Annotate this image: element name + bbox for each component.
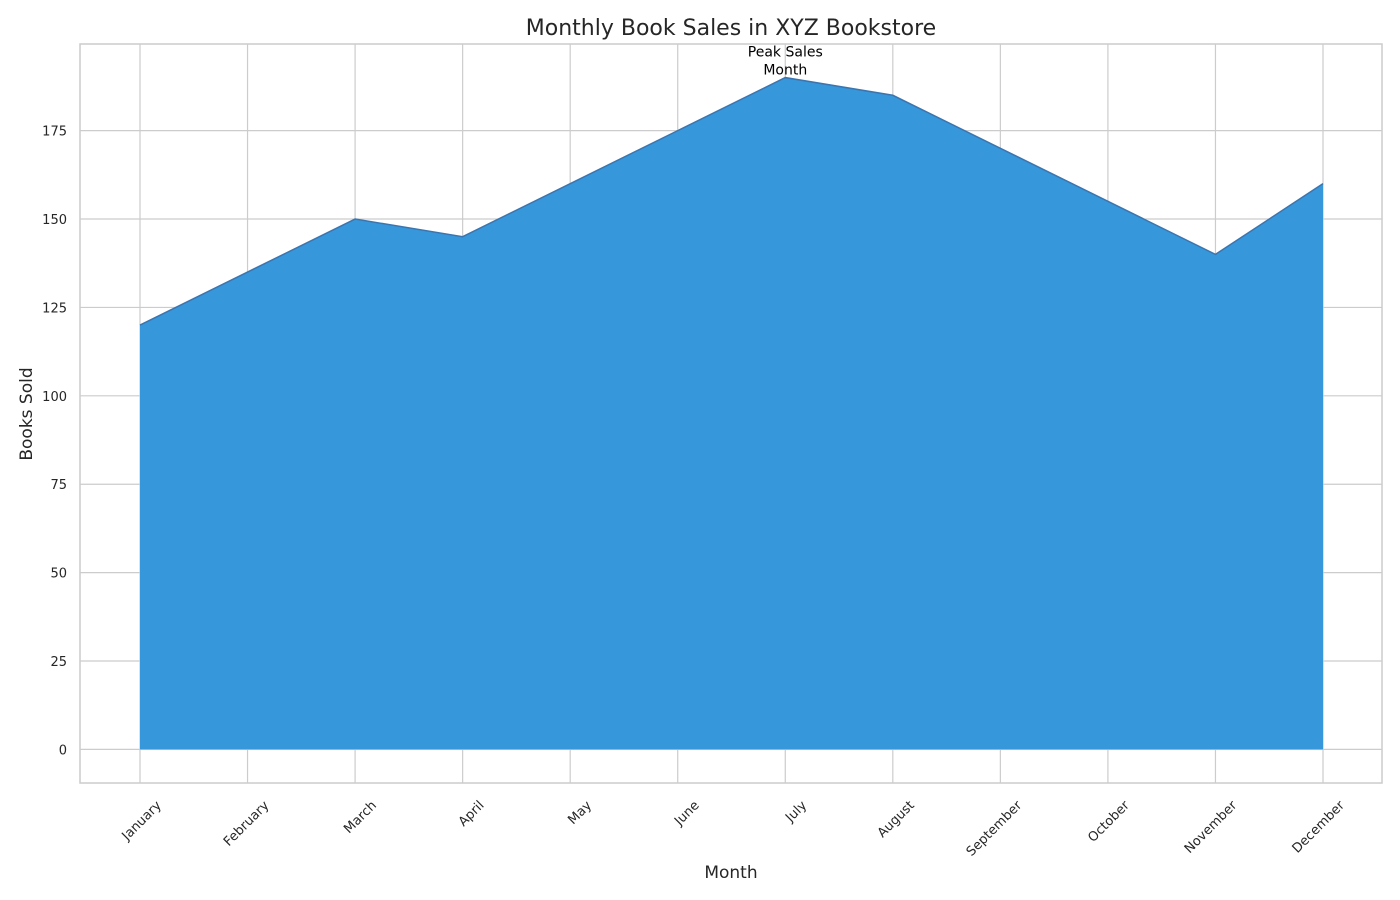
x-tick-label: October [1085, 798, 1133, 846]
x-tick-label: February [221, 798, 273, 850]
x-tick-label: June [671, 798, 702, 829]
y-axis-label: Books Sold [17, 367, 37, 460]
area-series [139, 76, 1324, 750]
x-axis-label: Month [704, 863, 757, 883]
y-tick-label: 50 [50, 567, 67, 582]
y-tick-label: 175 [42, 125, 67, 140]
annotation-line-2: Month [763, 63, 807, 79]
annotation-line-1: Peak Sales [748, 45, 823, 61]
x-tick-label: September [964, 798, 1026, 860]
x-axis-ticks: January February March April May June July Augu… [119, 798, 1349, 860]
y-tick-label: 150 [42, 213, 67, 228]
y-tick-label: 75 [50, 478, 67, 493]
x-tick-label: January [119, 798, 165, 844]
x-tick-label: December [1290, 798, 1349, 857]
y-tick-label: 100 [42, 390, 67, 405]
x-tick-label: November [1182, 798, 1241, 857]
y-tick-label: 25 [50, 655, 67, 670]
x-tick-label: July [782, 798, 810, 826]
area-fill [140, 77, 1323, 750]
y-axis-ticks: 0 25 50 75 100 125 150 175 [42, 125, 67, 759]
x-tick-label: March [341, 798, 380, 837]
chart-title: Monthly Book Sales in XYZ Bookstore [526, 16, 936, 41]
plot-frame [79, 43, 1383, 784]
x-tick-label: April [456, 798, 488, 830]
area-line [139, 76, 1324, 326]
y-tick-label: 125 [42, 301, 67, 316]
x-tick-label: May [565, 798, 595, 828]
y-tick-label: 0 [59, 743, 67, 758]
peak-annotation: Peak Sales Month [748, 45, 823, 79]
x-tick-label: August [875, 798, 918, 841]
